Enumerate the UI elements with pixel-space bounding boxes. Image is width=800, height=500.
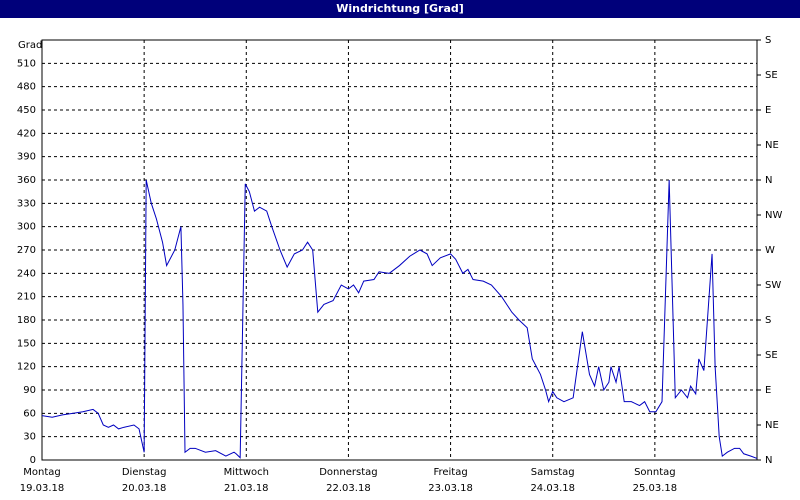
y2-tick-label: NE [765, 420, 779, 431]
title-bar [0, 0, 800, 18]
x-tick-sublabel: 22.03.18 [326, 483, 371, 494]
y2-tick-label: SW [765, 280, 781, 291]
x-tick-sublabel: 20.03.18 [122, 483, 167, 494]
y2-tick-label: N [765, 455, 772, 466]
x-tick-sublabel: 24.03.18 [530, 483, 575, 494]
y-tick-label: 180 [17, 315, 36, 326]
y-tick-label: 420 [17, 128, 36, 139]
y-tick-label: 60 [23, 408, 36, 419]
data-line [41, 179, 758, 459]
y2-tick-label: NW [765, 210, 782, 221]
y-tick-label: 150 [17, 338, 36, 349]
y-tick-label: 30 [23, 432, 36, 443]
y2-tick-label: W [765, 245, 775, 256]
y-tick-label: 0 [30, 455, 36, 466]
y-tick-label: 480 [17, 82, 36, 93]
x-tick-sublabel: 25.03.18 [633, 483, 678, 494]
y2-tick-label: N [765, 175, 772, 186]
y2-tick-label: E [765, 385, 771, 396]
x-tick-sublabel: 19.03.18 [20, 483, 65, 494]
x-tick-sublabel: 21.03.18 [224, 483, 269, 494]
y-axis-label: Grad [18, 40, 42, 51]
x-tick-label: Dienstag [122, 467, 167, 478]
y-tick-label: 120 [17, 362, 36, 373]
y-tick-label: 240 [17, 268, 36, 279]
chart-title: Windrichtung [Grad] [336, 2, 464, 15]
y2-tick-label: S [765, 35, 771, 46]
y-tick-label: 330 [17, 198, 36, 209]
x-tick-label: Montag [23, 467, 60, 478]
y2-tick-label: NE [765, 140, 779, 151]
y-tick-label: 90 [23, 385, 36, 396]
y-tick-label: 360 [17, 175, 36, 186]
y-tick-label: 390 [17, 152, 36, 163]
y-tick-label: 450 [17, 105, 36, 116]
x-tick-label: Mittwoch [224, 467, 269, 478]
y-tick-label: 210 [17, 292, 36, 303]
x-tick-label: Samstag [531, 467, 575, 478]
x-tick-label: Donnerstag [319, 467, 377, 478]
y2-tick-label: SE [765, 350, 778, 361]
x-tick-label: Freitag [433, 467, 467, 478]
y2-tick-label: SE [765, 70, 778, 81]
x-tick-label: Sonntag [634, 467, 676, 478]
y-tick-label: 270 [17, 245, 36, 256]
y-tick-label: 510 [17, 58, 36, 69]
x-tick-sublabel: 23.03.18 [428, 483, 473, 494]
y-tick-label: 300 [17, 222, 36, 233]
y2-tick-label: E [765, 105, 771, 116]
y2-tick-label: S [765, 315, 771, 326]
